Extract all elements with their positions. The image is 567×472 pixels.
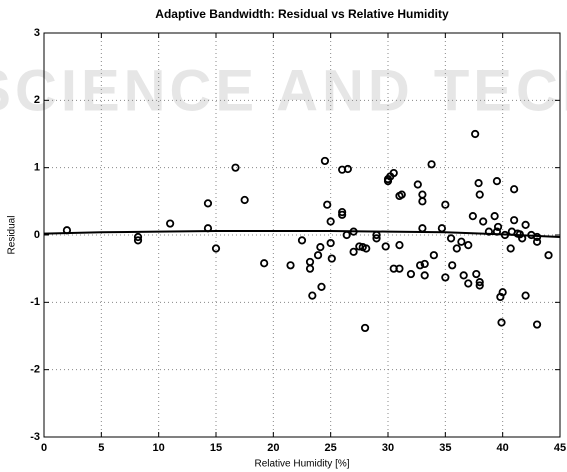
data-point xyxy=(360,323,370,333)
data-point xyxy=(305,257,315,267)
data-point xyxy=(418,197,427,206)
data-point xyxy=(437,224,446,233)
y-tick-label: 2 xyxy=(34,94,40,106)
data-point xyxy=(493,222,503,232)
data-point xyxy=(313,251,323,260)
data-point xyxy=(316,243,325,252)
data-point xyxy=(240,195,249,205)
data-point xyxy=(544,251,553,260)
x-axis-label: Relative Humidity [%] xyxy=(254,459,349,470)
y-tick-label: -3 xyxy=(30,431,40,443)
data-point xyxy=(338,208,347,217)
watermark: SCIENCE AND TECH xyxy=(0,58,567,123)
data-point xyxy=(457,237,466,246)
data-point xyxy=(323,200,332,209)
data-point xyxy=(211,244,221,253)
data-point xyxy=(510,216,519,225)
data-point xyxy=(308,291,317,300)
data-point xyxy=(418,224,427,233)
x-tick-label: 35 xyxy=(439,442,451,454)
data-point xyxy=(490,212,499,221)
y-tick-label: 1 xyxy=(34,162,40,174)
data-point xyxy=(498,288,507,297)
data-point xyxy=(452,244,461,253)
data-point xyxy=(506,244,515,253)
data-point xyxy=(327,254,336,263)
plot-frame xyxy=(43,32,561,438)
data-point xyxy=(133,232,143,242)
data-point xyxy=(492,177,502,186)
data-point xyxy=(362,244,371,253)
data-point xyxy=(286,261,295,270)
chart-title: Adaptive Bandwidth: Residual vs Relative… xyxy=(155,7,449,21)
data-point xyxy=(532,320,542,329)
data-point xyxy=(338,210,347,219)
data-point xyxy=(260,259,269,268)
data-point xyxy=(475,281,484,290)
fit-line xyxy=(43,229,561,239)
data-point xyxy=(326,238,335,248)
data-point xyxy=(413,180,422,189)
data-point xyxy=(397,190,406,199)
data-point xyxy=(521,220,530,229)
data-point xyxy=(521,291,530,300)
data-point xyxy=(418,190,427,199)
x-tick-label: 0 xyxy=(41,442,47,454)
x-tick-label: 40 xyxy=(497,442,509,454)
data-point xyxy=(166,219,175,228)
data-point xyxy=(416,261,425,270)
data-point xyxy=(355,242,364,251)
x-tick-label: 15 xyxy=(210,442,222,454)
data-point xyxy=(305,264,315,273)
data-point xyxy=(510,185,519,194)
y-tick-label: -1 xyxy=(30,296,40,308)
data-point xyxy=(406,269,416,279)
x-tick-label: 45 xyxy=(554,442,566,454)
data-point xyxy=(532,237,542,246)
data-point xyxy=(472,269,481,279)
data-point xyxy=(427,160,436,169)
data-point xyxy=(320,156,330,166)
data-point xyxy=(459,271,468,280)
y-axis-label: Residual xyxy=(7,216,18,255)
data-point xyxy=(231,163,240,172)
x-tick-label: 10 xyxy=(153,442,165,454)
data-point xyxy=(395,241,404,250)
data-point xyxy=(448,261,457,270)
data-point xyxy=(474,179,483,188)
data-point xyxy=(395,264,404,273)
data-point xyxy=(441,273,450,282)
data-point xyxy=(471,129,480,139)
data-point xyxy=(479,217,488,226)
data-point xyxy=(133,236,143,245)
data-point xyxy=(464,279,473,288)
data-point xyxy=(297,236,307,245)
data-point xyxy=(475,278,484,287)
data-point xyxy=(349,247,358,256)
x-tick-label: 5 xyxy=(98,442,104,454)
data-point xyxy=(420,271,429,280)
data-point xyxy=(372,234,381,243)
data-point xyxy=(441,200,450,209)
data-point xyxy=(343,164,352,174)
data-point xyxy=(464,241,473,250)
data-point xyxy=(429,251,438,260)
x-tick-label: 25 xyxy=(325,442,337,454)
data-point xyxy=(420,259,429,269)
data-point xyxy=(446,234,456,243)
data-point xyxy=(203,199,213,208)
x-tick-label: 30 xyxy=(382,442,394,454)
data-point xyxy=(389,168,398,178)
y-tick-label: 0 xyxy=(34,229,40,241)
y-tick-label: 3 xyxy=(34,27,40,39)
data-point xyxy=(326,217,335,226)
data-point xyxy=(468,212,477,221)
data-point xyxy=(381,242,390,251)
x-tick-label: 20 xyxy=(267,442,279,454)
y-tick-label: -2 xyxy=(30,364,40,376)
data-point xyxy=(475,190,484,199)
data-point xyxy=(497,318,506,327)
data-point xyxy=(317,282,326,291)
